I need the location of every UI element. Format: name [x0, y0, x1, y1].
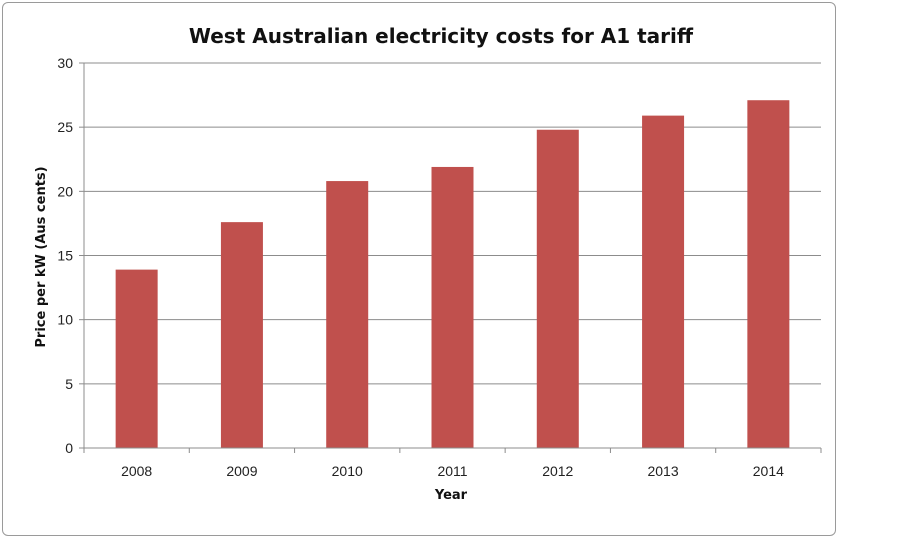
chart-area[interactable]: West Australian electricity costs for A1… [2, 2, 836, 536]
y-tick-label: 25 [57, 119, 73, 135]
y-tick-label: 10 [57, 312, 73, 328]
x-tick-label: 2009 [226, 463, 257, 479]
bar-2014[interactable] [747, 100, 790, 448]
x-tick-label: 2014 [753, 463, 784, 479]
bar-2009[interactable] [220, 222, 263, 448]
y-tick-label: 30 [57, 55, 73, 71]
x-tick-label: 2012 [542, 463, 573, 479]
bar-2010[interactable] [326, 181, 369, 449]
x-axis-title: Year [434, 488, 468, 503]
chart-title: West Australian electricity costs for A1… [189, 24, 694, 48]
bar-2008[interactable] [115, 269, 158, 448]
x-tick-label: 2011 [437, 463, 467, 479]
axes [79, 62, 822, 453]
x-tick-labels: 2008 2009 2010 2011 2012 2013 2014 [121, 463, 784, 479]
x-tick-label: 2008 [121, 463, 152, 479]
x-tick-label: 2010 [332, 463, 363, 479]
y-tick-label: 0 [65, 440, 73, 456]
y-tick-labels: 0 5 10 15 20 25 30 [57, 55, 73, 456]
bar-2013[interactable] [642, 115, 685, 448]
y-tick-label: 15 [57, 248, 73, 264]
bar-2011[interactable] [431, 166, 474, 448]
y-tick-label: 20 [57, 183, 73, 199]
bar-chart: West Australian electricity costs for A1… [34, 24, 822, 503]
bars [115, 100, 790, 449]
bar-2012[interactable] [536, 129, 579, 448]
y-tick-label: 5 [65, 376, 73, 392]
y-axis-title: Price per kW (Aus cents) [34, 166, 49, 347]
x-tick-label: 2013 [647, 463, 678, 479]
